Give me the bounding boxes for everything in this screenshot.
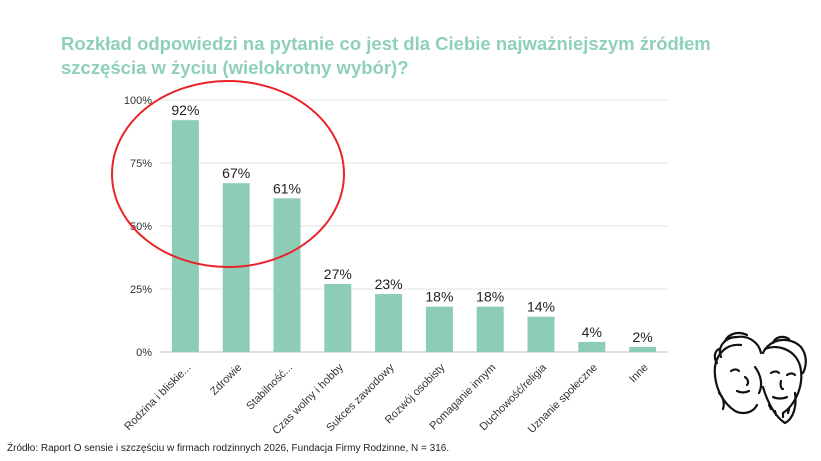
highlight-circle [111, 80, 345, 268]
y-tick-label: 100% [124, 95, 152, 107]
y-tick-label: 0% [136, 347, 152, 359]
chart-title: Rozkład odpowiedzi na pytanie co jest dl… [61, 32, 741, 80]
bar-1 [171, 120, 199, 352]
y-axis-ticks: 0%25%50%75%100% [124, 95, 152, 359]
bar-7 [476, 306, 504, 352]
x-tick-label: Stabilność... [244, 362, 295, 413]
bar-10 [629, 346, 657, 352]
faces-illustration-icon [713, 331, 807, 425]
bar-5 [375, 294, 403, 352]
bar-4 [324, 283, 352, 352]
x-tick-label: Rodzina i bliskie... [122, 362, 193, 433]
x-tick-label: Inne [627, 362, 651, 386]
value-label: 4% [582, 324, 602, 340]
x-axis-ticks: Rodzina i bliskie... Zdrowie Stabilność...… [122, 361, 650, 437]
source-note: Źródło: Raport O sensie i szczęściu w fi… [7, 443, 450, 454]
bars [171, 120, 657, 352]
y-tick-label: 75% [130, 158, 152, 170]
bar-8 [527, 316, 555, 352]
value-label: 18% [425, 289, 453, 305]
value-label: 2% [632, 329, 652, 345]
value-label: 14% [527, 299, 555, 315]
value-label: 61% [273, 180, 301, 196]
chart-title-line-1: Rozkład odpowiedzi na pytanie co jest dl… [61, 33, 711, 54]
bar-3 [273, 198, 301, 352]
bar-9 [578, 341, 606, 352]
value-label: 67% [222, 165, 250, 181]
x-tick-label: Zdrowie [208, 362, 244, 398]
chart-title-line-2: szczęścia w życiu (wielokrotny wybór)? [61, 57, 409, 78]
value-labels: 92% 67% 61% 27% 23% 18% 18% 14% 4% 2% [171, 102, 652, 345]
value-label: 23% [375, 276, 403, 292]
value-label: 92% [171, 102, 199, 118]
y-tick-label: 25% [130, 284, 152, 296]
value-label: 18% [476, 289, 504, 305]
value-label: 27% [324, 266, 352, 282]
bar-6 [425, 306, 453, 352]
